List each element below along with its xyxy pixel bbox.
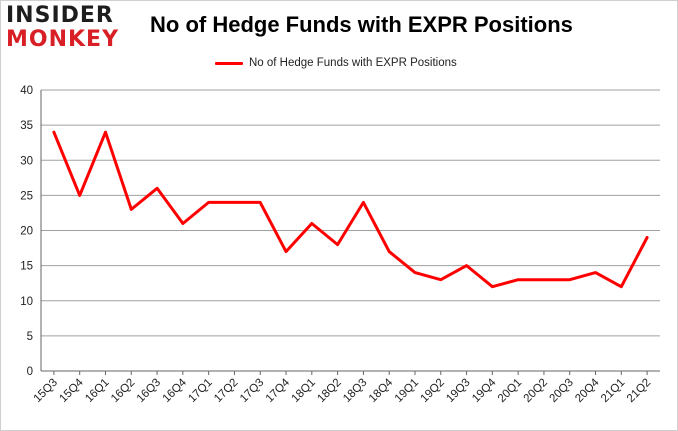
x-tick-label: 19Q4 bbox=[470, 376, 499, 405]
data-point bbox=[542, 278, 546, 281]
data-point bbox=[155, 187, 159, 190]
x-tick-label: 20Q1 bbox=[496, 377, 524, 405]
data-point bbox=[465, 264, 468, 267]
x-tick-label: 17Q2 bbox=[212, 377, 240, 405]
x-tick-label: 19Q3 bbox=[444, 377, 472, 405]
data-point bbox=[233, 201, 236, 204]
logo-line-1: INSIDER bbox=[6, 3, 114, 28]
x-tick-label: 21Q1 bbox=[599, 377, 627, 405]
y-tick-label: 25 bbox=[20, 190, 33, 202]
logo-line-2: MONKEY bbox=[6, 27, 120, 52]
data-point bbox=[516, 278, 520, 281]
x-tick-label: 17Q3 bbox=[238, 377, 266, 405]
x-tick-label: 16Q1 bbox=[83, 377, 111, 405]
chart-title: No of Hedge Funds with EXPR Positions bbox=[150, 12, 573, 37]
x-tick-label: 18Q3 bbox=[341, 377, 369, 405]
x-tick-label: 20Q3 bbox=[547, 377, 575, 405]
data-point bbox=[645, 236, 649, 239]
data-point bbox=[439, 278, 442, 281]
data-point bbox=[336, 243, 339, 246]
y-tick-label: 10 bbox=[20, 296, 33, 308]
chart-legend: No of Hedge Funds with EXPR Positions bbox=[215, 55, 457, 71]
data-point bbox=[259, 201, 262, 204]
data-point bbox=[594, 271, 597, 274]
x-tick-label: 20Q4 bbox=[573, 376, 602, 405]
y-tick-label: 0 bbox=[27, 366, 33, 378]
data-point bbox=[181, 222, 185, 225]
data-point bbox=[568, 278, 571, 281]
data-point bbox=[310, 222, 314, 225]
data-point bbox=[491, 285, 494, 288]
y-tick-label: 5 bbox=[27, 331, 33, 343]
x-tick-label: 19Q2 bbox=[419, 377, 447, 405]
data-point bbox=[620, 285, 623, 288]
data-point bbox=[387, 250, 391, 253]
x-tick-label: 18Q1 bbox=[290, 377, 318, 405]
x-tick-label: 15Q3 bbox=[32, 377, 60, 405]
x-tick-label: 19Q1 bbox=[393, 377, 421, 405]
data-point bbox=[413, 271, 417, 274]
x-tick-label: 17Q1 bbox=[186, 377, 214, 405]
series-line bbox=[52, 130, 649, 289]
insider-monkey-logo: INSIDER MONKEY bbox=[6, 4, 128, 54]
x-tick-label: 16Q3 bbox=[135, 377, 163, 405]
x-tick-label: 18Q4 bbox=[367, 376, 396, 405]
y-tick-label: 15 bbox=[20, 261, 33, 273]
x-tick-label: 16Q4 bbox=[161, 376, 190, 405]
x-tick-label: 20Q2 bbox=[522, 377, 550, 405]
y-tick-label: 40 bbox=[20, 85, 33, 97]
y-tick-label: 20 bbox=[20, 226, 33, 238]
x-tick-label: 21Q2 bbox=[625, 377, 653, 405]
data-point bbox=[52, 130, 56, 134]
data-point bbox=[207, 201, 210, 204]
x-tick-label: 17Q4 bbox=[264, 376, 293, 405]
x-tick-label: 16Q2 bbox=[109, 377, 137, 405]
data-point bbox=[284, 250, 288, 253]
legend-label: No of Hedge Funds with EXPR Positions bbox=[249, 57, 457, 69]
data-point bbox=[78, 194, 81, 197]
legend-swatch bbox=[215, 61, 243, 65]
data-point bbox=[362, 201, 365, 204]
data-point bbox=[104, 130, 107, 134]
x-tick-label: 15Q4 bbox=[57, 376, 86, 405]
x-tick-label: 18Q2 bbox=[315, 377, 343, 405]
y-tick-label: 30 bbox=[20, 155, 33, 167]
data-point bbox=[130, 208, 133, 211]
y-tick-label: 35 bbox=[20, 120, 33, 132]
